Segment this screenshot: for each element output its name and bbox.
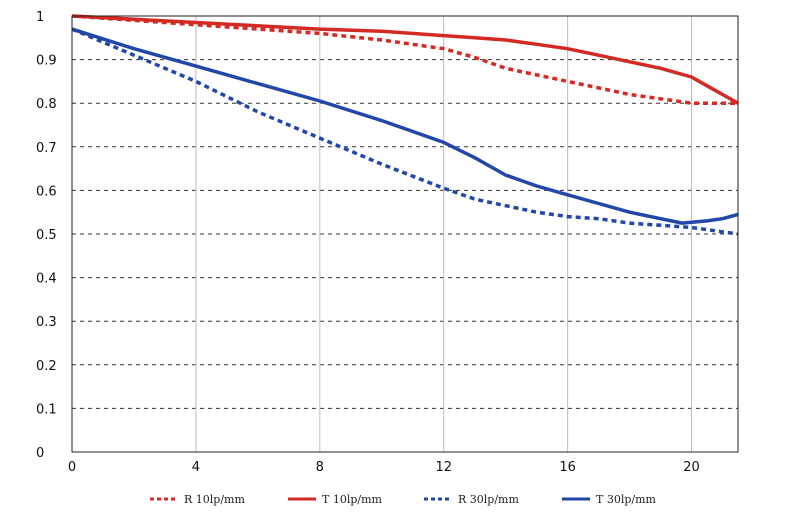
x-tick-label: 4 <box>192 460 200 475</box>
series-line-t-30lp-mm <box>71 27 739 225</box>
y-tick-label: 0.7 <box>36 141 57 156</box>
series-line-t-10lp-mm <box>71 14 739 105</box>
legend: R 10lp/mm T 10lp/mm R 30lp/mm T 30lp/mm <box>150 493 657 506</box>
plot-frame <box>71 15 739 453</box>
y-tick-label: 0.1 <box>36 402 57 417</box>
legend-label: T 10lp/mm <box>322 493 383 506</box>
grid <box>72 16 738 452</box>
y-tick-label: 0.2 <box>36 359 57 374</box>
y-tick-label: 0 <box>36 446 44 461</box>
series-lines <box>71 14 739 236</box>
y-tick-label: 1 <box>36 10 44 25</box>
y-axis-ticks: 0 0.1 0.2 0.3 0.4 0.5 0.6 0.7 0.8 0.9 1 <box>36 10 57 461</box>
x-tick-label: 16 <box>559 460 576 475</box>
legend-label: R 30lp/mm <box>458 493 519 506</box>
y-tick-label: 0.4 <box>36 272 57 287</box>
y-tick-label: 0.8 <box>36 97 57 112</box>
y-tick-label: 0.9 <box>36 54 57 69</box>
y-tick-label: 0.5 <box>36 228 57 243</box>
legend-label: R 10lp/mm <box>184 493 245 506</box>
x-axis-ticks: 0 4 8 12 16 20 <box>68 460 700 475</box>
y-tick-label: 0.3 <box>36 315 57 330</box>
x-tick-label: 8 <box>316 460 324 475</box>
legend-label: T 30lp/mm <box>596 493 657 506</box>
x-tick-label: 20 <box>683 460 700 475</box>
y-tick-label: 0.6 <box>36 184 57 199</box>
series-line-r-10lp-mm <box>71 14 738 105</box>
x-tick-label: 0 <box>68 460 76 475</box>
x-tick-label: 12 <box>435 460 452 475</box>
series-line-r-30lp-mm <box>71 27 739 236</box>
